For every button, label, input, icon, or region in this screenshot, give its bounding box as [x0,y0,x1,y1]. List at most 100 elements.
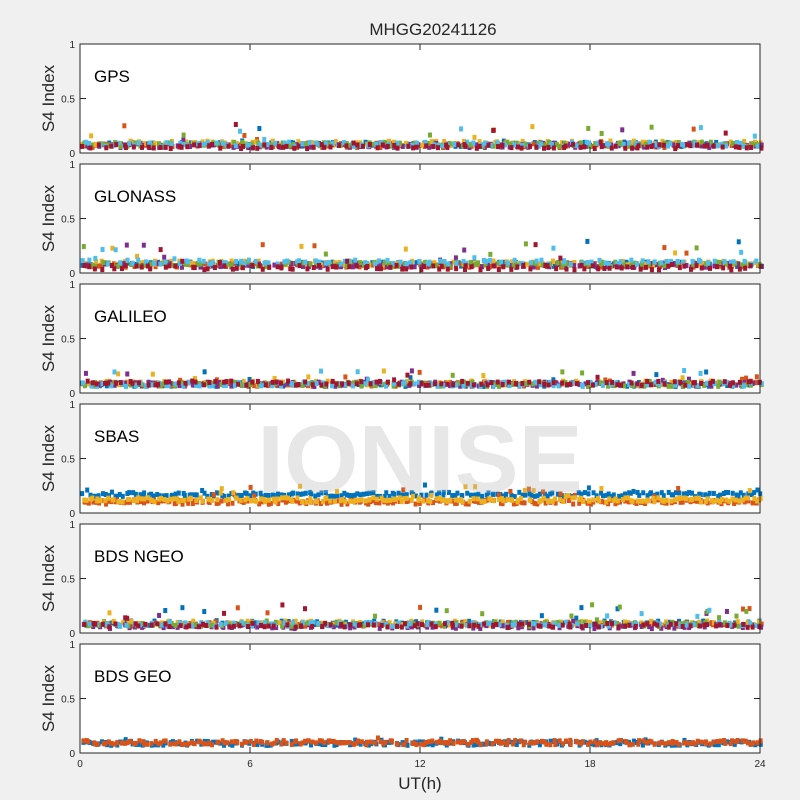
data-point [441,143,446,149]
data-point [406,143,411,149]
data-point [390,623,395,629]
data-point [297,140,302,146]
data-point [311,144,316,150]
data-point [698,492,703,498]
data-point [599,490,604,496]
data-point [605,141,610,147]
data-point [649,124,654,130]
data-point [341,140,346,146]
data-point [690,143,695,149]
data-point [419,380,424,386]
data-point [596,624,601,630]
data-point [279,265,284,271]
data-point [355,738,360,744]
data-point [323,260,328,266]
data-point [158,383,163,389]
data-point [272,375,277,381]
data-point [729,738,734,744]
data-point [388,264,393,270]
data-point [581,622,586,628]
data-point [463,501,468,507]
data-point [112,741,117,747]
data-point [463,381,468,387]
data-point [240,265,245,271]
data-point [594,617,599,623]
data-point [660,382,665,388]
data-point [323,620,328,626]
data-point [579,140,584,146]
data-point [113,247,118,253]
data-point [655,622,660,628]
data-point [623,145,628,151]
data-point [454,500,459,506]
data-point [355,142,360,148]
data-point [711,498,716,504]
data-point [575,739,580,745]
data-point [179,380,184,386]
data-point [145,498,150,504]
data-point [405,498,410,504]
data-point [136,140,141,146]
data-point [697,619,702,625]
data-point [510,259,515,265]
data-point [480,611,485,617]
data-point [316,492,321,498]
data-point [621,141,626,147]
data-point [192,375,197,381]
data-point [430,742,435,748]
data-point [472,134,477,140]
data-point [146,495,151,501]
data-point [512,494,517,500]
data-point [96,142,101,148]
data-point [725,383,730,389]
data-point [317,263,322,269]
data-point [371,622,376,628]
data-point [375,735,380,741]
data-point [543,262,548,268]
data-point [732,741,737,747]
data-point [647,139,652,145]
data-point [252,383,257,389]
data-point [236,492,241,498]
data-point [539,738,544,744]
data-point [562,140,567,146]
data-point [470,738,475,744]
data-point [678,499,683,505]
data-point [468,260,473,266]
data-point [109,489,114,495]
data-point [309,491,314,497]
data-point [730,261,735,267]
data-point [334,489,339,495]
data-point [201,382,206,388]
data-point [90,262,95,268]
data-point [103,491,108,497]
axes-background [80,644,760,753]
data-point [431,144,436,150]
data-point [262,620,267,626]
data-point [375,145,380,151]
data-point [471,140,476,146]
data-point [437,258,442,264]
data-point [284,740,289,746]
data-point [85,381,90,387]
data-point [588,739,593,745]
data-point [480,493,485,499]
data-point [758,741,763,747]
data-point [625,383,630,389]
data-point [169,492,174,498]
data-point [382,260,387,266]
data-point [113,380,118,386]
data-point [615,261,620,267]
data-point [728,741,733,747]
data-point [663,741,668,747]
data-point [454,266,459,272]
data-point [533,242,538,248]
data-point [511,741,516,747]
data-point [644,740,649,746]
data-point [429,381,434,387]
data-point [153,382,158,388]
data-point [693,622,698,628]
data-point [737,266,742,272]
data-point [756,619,761,625]
data-point [501,259,506,265]
